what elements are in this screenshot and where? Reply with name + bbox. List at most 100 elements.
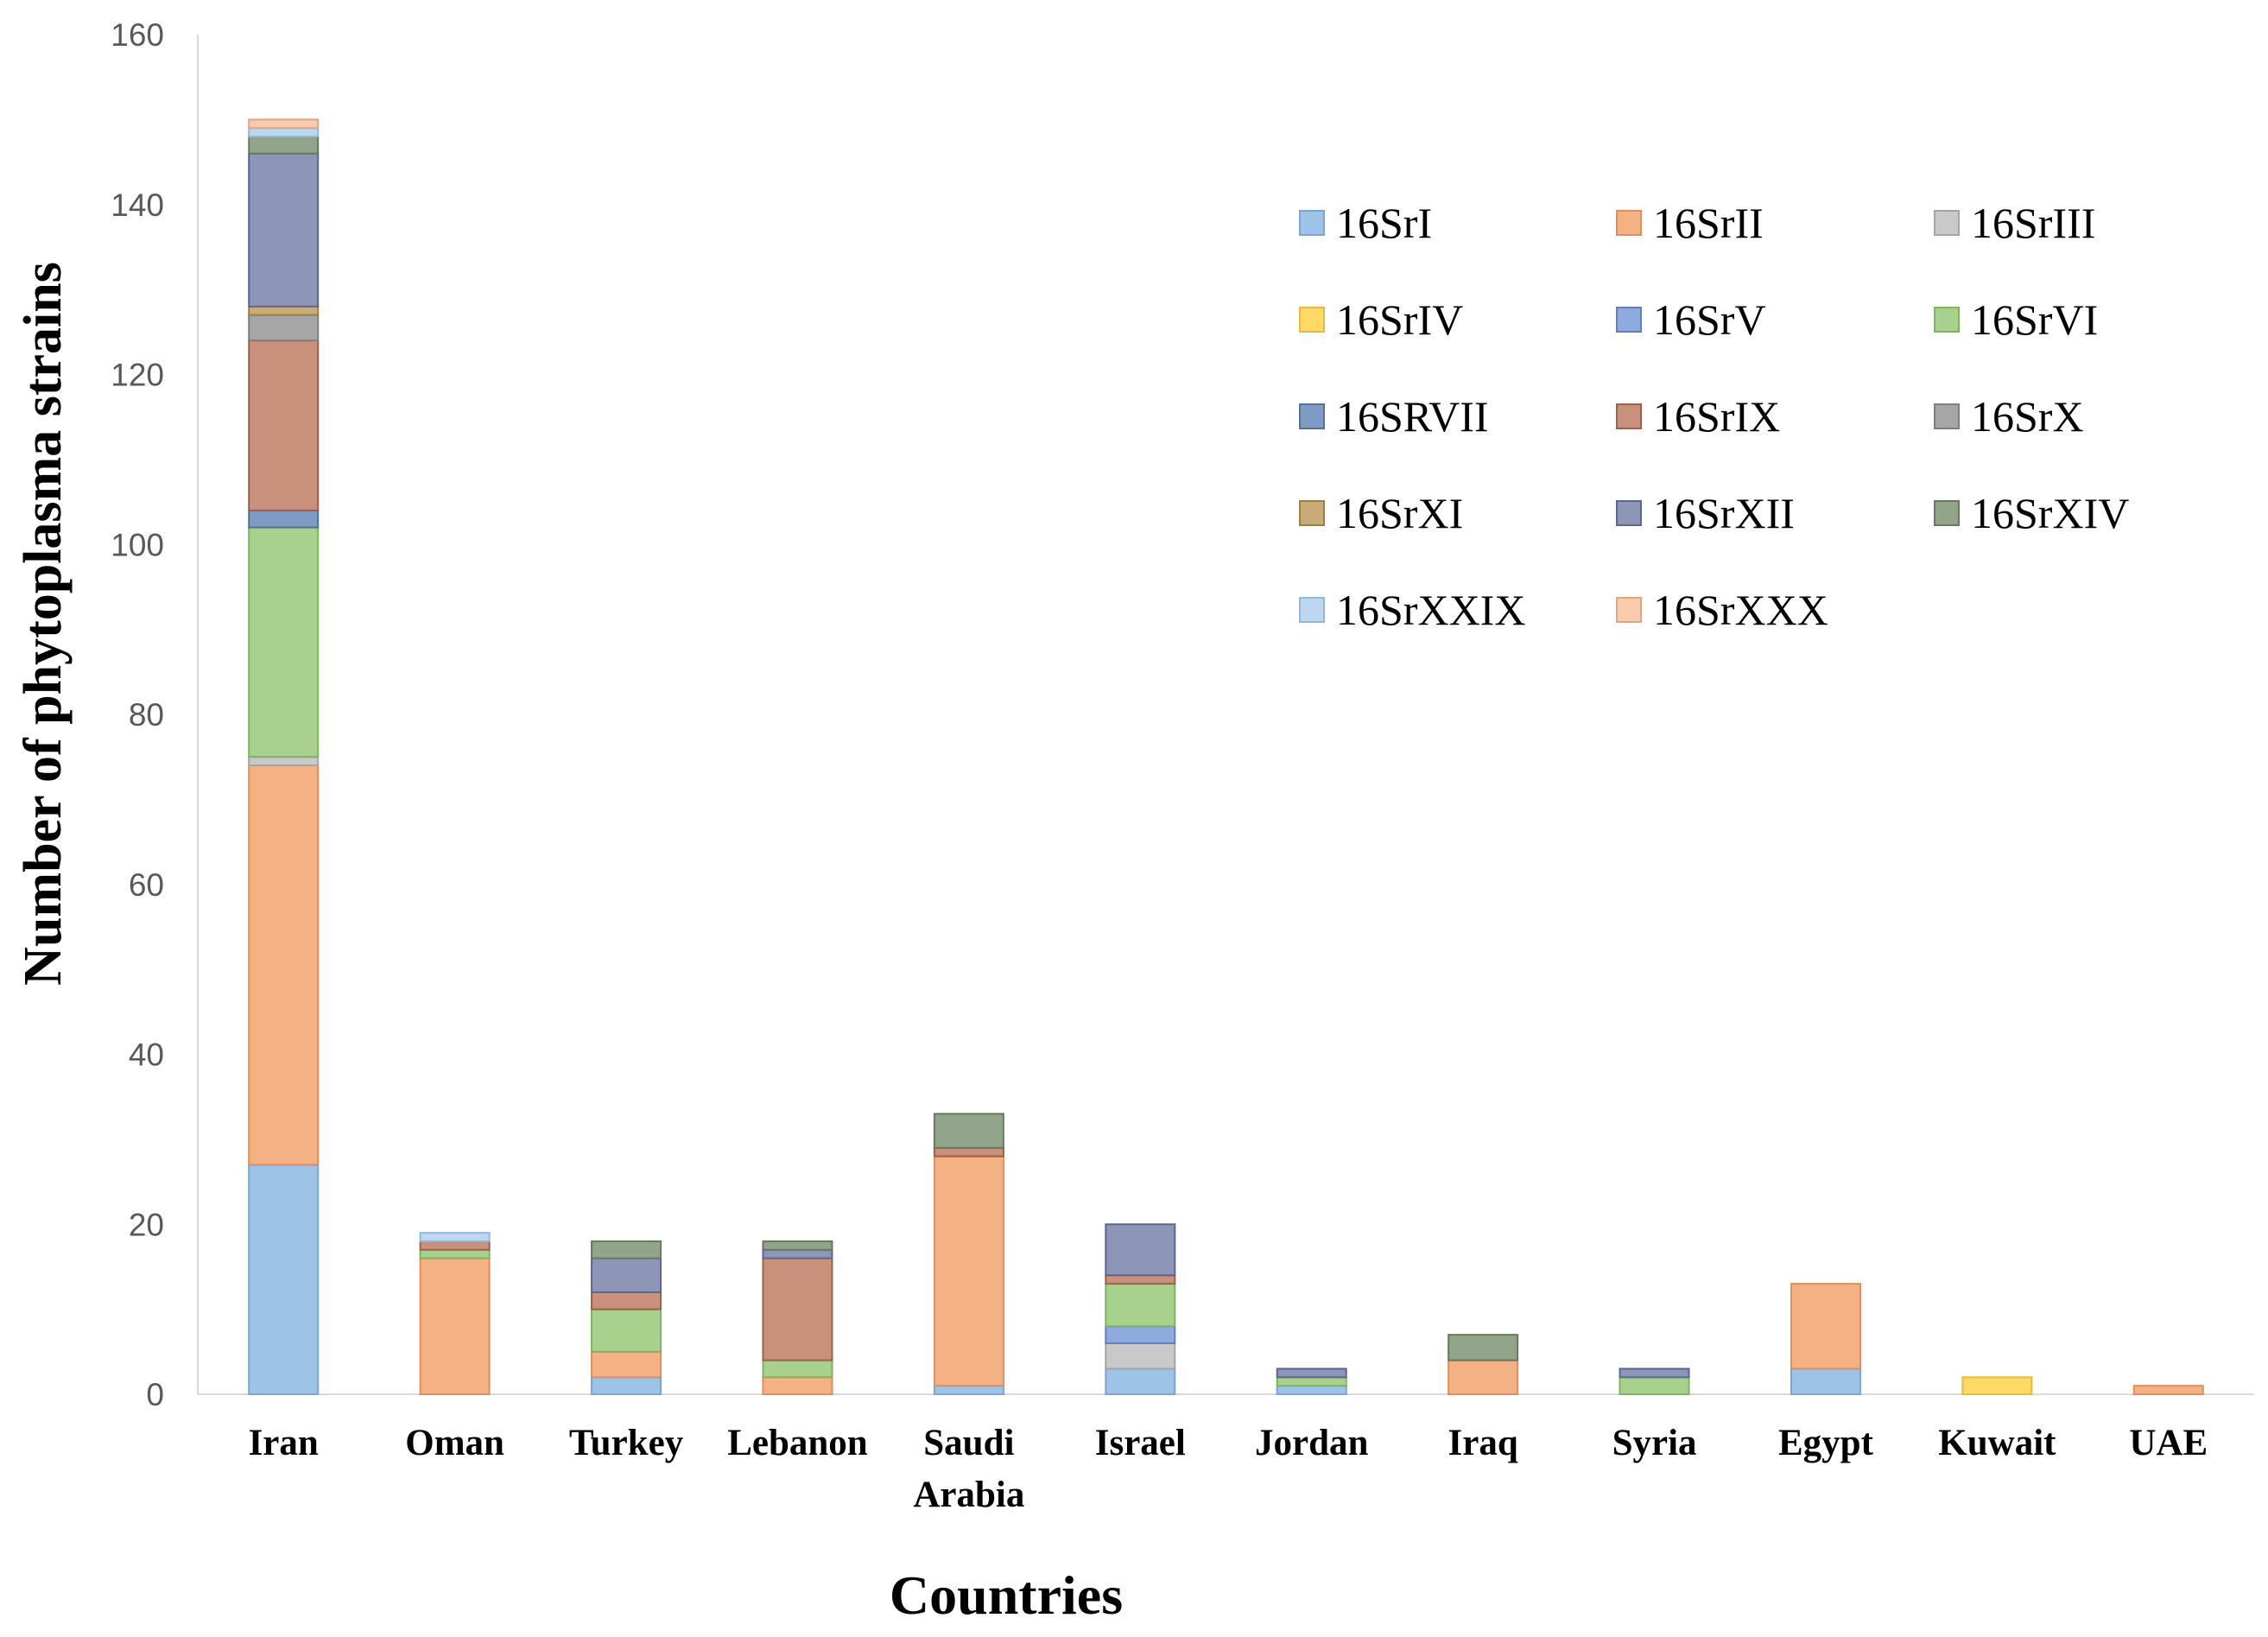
- legend-label: 16SrV: [1653, 295, 1766, 344]
- legend-item: 16SrX: [1934, 392, 2084, 441]
- legend-swatch: [1299, 210, 1325, 236]
- bar-segment: [248, 127, 320, 138]
- category-label: Iraq: [1448, 1423, 1518, 1463]
- bar-segment: [1619, 1367, 1690, 1379]
- bar-segment: [1619, 1376, 1690, 1395]
- category-label: Lebanon: [727, 1423, 868, 1463]
- y-tick-label: 20: [129, 1207, 164, 1242]
- bar-segment: [248, 765, 320, 1166]
- bar-segment: [1105, 1367, 1176, 1396]
- legend-swatch: [1299, 403, 1325, 429]
- bar-segment: [933, 1155, 1004, 1387]
- legend-item: 16SrXII: [1616, 489, 1795, 537]
- y-tick-label: 100: [111, 527, 164, 562]
- bar-stack: [591, 1240, 662, 1395]
- legend-item: 16SrI: [1299, 199, 1432, 247]
- bar-segment: [1448, 1359, 1519, 1396]
- bar-stack: [248, 118, 320, 1395]
- legend-item: 16SrV: [1616, 295, 1766, 344]
- bar-segment: [1105, 1223, 1176, 1277]
- bar-segment: [1448, 1334, 1519, 1361]
- bar-segment: [591, 1308, 662, 1353]
- bar-segment: [419, 1232, 491, 1242]
- legend-swatch: [1934, 307, 1960, 333]
- bar-segment: [248, 118, 320, 130]
- legend-item: 16SrXI: [1299, 489, 1463, 537]
- category-label-line: Turkey: [569, 1423, 684, 1463]
- bar-segment: [1961, 1376, 2033, 1395]
- bar-segment: [1790, 1367, 1861, 1396]
- bar-segment: [419, 1257, 491, 1395]
- bar-segment: [1276, 1385, 1347, 1395]
- legend-item: 16SrIV: [1299, 295, 1463, 344]
- category-label: Israel: [1095, 1423, 1186, 1463]
- category-label: Syria: [1612, 1423, 1697, 1463]
- category-label-line: Syria: [1612, 1423, 1697, 1463]
- category-label-line: Iraq: [1448, 1423, 1518, 1463]
- bar-stack: [2132, 1385, 2204, 1395]
- bar-segment: [1105, 1325, 1176, 1344]
- legend-label: 16SrIV: [1336, 295, 1463, 344]
- bar-segment: [1105, 1342, 1176, 1370]
- category-labels: Iran Oman Turkey Lebanon Saudi Arabia Israel Jo…: [249, 1423, 2208, 1515]
- legend-label: 16SrVI: [1971, 295, 2098, 344]
- bar-segment: [248, 1164, 320, 1395]
- y-tick-label: 120: [111, 358, 164, 393]
- legend-label: 16SrXIV: [1971, 489, 2129, 537]
- bar-stack: [1105, 1223, 1176, 1396]
- bar-segment: [591, 1291, 662, 1310]
- category-label-line: Kuwait: [1938, 1423, 2056, 1463]
- category-label-line: Lebanon: [727, 1423, 868, 1463]
- legend-label: 16SrXII: [1653, 489, 1795, 537]
- legend-label: 16SrIII: [1971, 199, 2095, 247]
- bar-segment: [248, 136, 320, 155]
- legend-label: 16SrII: [1653, 199, 1764, 247]
- bar-segment: [1105, 1283, 1176, 1328]
- legend-swatch: [1299, 597, 1325, 623]
- legend-label: 16SrXI: [1336, 489, 1463, 537]
- legend-item: 16SrXIV: [1934, 489, 2129, 537]
- category-label-line: Jordan: [1255, 1423, 1369, 1463]
- legend-swatch: [1616, 210, 1642, 236]
- bar-segment: [2132, 1385, 2204, 1395]
- category-label-line: Oman: [405, 1423, 504, 1463]
- bar-segment: [762, 1240, 833, 1251]
- bar-segment: [248, 756, 320, 767]
- y-axis-title: Number of phytoplasma strains: [14, 262, 73, 986]
- category-label: Iran: [249, 1423, 319, 1463]
- bar-segment: [1790, 1283, 1861, 1370]
- bar-segment: [248, 152, 320, 308]
- category-label-line: Israel: [1095, 1423, 1186, 1463]
- bar-segment: [933, 1385, 1004, 1395]
- bar-segment: [419, 1248, 491, 1259]
- category-label-line: Saudi: [923, 1423, 1014, 1463]
- category-label: Turkey: [569, 1423, 684, 1463]
- bar-segment: [762, 1359, 833, 1379]
- y-tick-label: 40: [129, 1037, 164, 1073]
- bar-segment: [591, 1376, 662, 1395]
- legend-label: 16SrXXIX: [1336, 586, 1525, 634]
- category-label: Jordan: [1255, 1423, 1369, 1463]
- bar-stack: [1619, 1367, 1690, 1395]
- y-tick-labels: 0 20 40 60 80 100 120 140 160: [111, 17, 164, 1412]
- bar-stack: [762, 1240, 833, 1395]
- category-label: Kuwait: [1938, 1423, 2056, 1463]
- plot-area: 0 20 40 60 80 100 120 140 160 Iran Oman Turkey Leba…: [111, 17, 2254, 1515]
- bar-stack: [1790, 1283, 1861, 1396]
- legend-label: 16SRVII: [1336, 392, 1489, 441]
- bar-stack: [1276, 1367, 1347, 1395]
- y-tick-label: 80: [129, 697, 164, 733]
- y-tick-label: 160: [111, 17, 164, 53]
- legend-item: 16SrXXIX: [1299, 586, 1525, 634]
- legend-swatch: [1616, 307, 1642, 333]
- category-label-line: UAE: [2129, 1423, 2208, 1463]
- bar-segment: [248, 526, 320, 758]
- category-label-line: Arabia: [913, 1475, 1024, 1515]
- bar-segment: [1276, 1376, 1347, 1387]
- legend-item: 16SrII: [1616, 199, 1764, 247]
- legend-label: 16SrX: [1971, 392, 2084, 441]
- legend-swatch: [1616, 403, 1642, 429]
- legend-swatch: [1616, 597, 1642, 623]
- legend-item: 16SrXXX: [1616, 586, 1828, 634]
